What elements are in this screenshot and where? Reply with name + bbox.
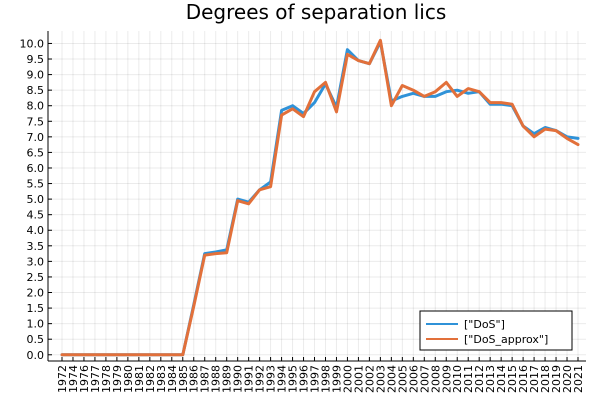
y-tick-label: 9.0 [27, 69, 45, 82]
x-tick-label: 2000 [341, 365, 354, 393]
y-tick-label: 4.0 [27, 224, 45, 237]
x-tick-label: 1997 [309, 365, 322, 393]
x-tick-label: 1977 [89, 365, 102, 393]
y-tick-label: 5.0 [27, 193, 45, 206]
y-tick-label: 3.0 [27, 255, 45, 268]
x-tick-label: 1996 [298, 365, 311, 393]
y-tick-label: 4.5 [27, 209, 45, 222]
x-tick-label: 1991 [243, 365, 256, 393]
x-tick-label: 2010 [451, 365, 464, 393]
x-tick-label: 1981 [133, 365, 146, 393]
series-line-dos-approx [60, 38, 580, 357]
x-tick-label: 2008 [429, 365, 442, 393]
x-tick-label: 1984 [166, 365, 179, 393]
y-tick-label: 0.5 [27, 333, 45, 346]
x-tick-label: 2002 [363, 365, 376, 393]
x-tick-label: 1999 [330, 365, 343, 393]
series-lines [60, 38, 580, 357]
legend-label: ["DoS_approx"] [464, 333, 548, 346]
x-tick-label: 1998 [319, 365, 332, 393]
x-tick-label: 2014 [495, 365, 508, 393]
y-tick-label: 5.5 [27, 178, 45, 191]
axes [47, 31, 586, 362]
y-tick-label: 6.5 [27, 146, 45, 159]
y-tick-label: 6.0 [27, 162, 45, 175]
y-tick-label: 9.5 [27, 53, 45, 66]
x-tick-label: 1989 [221, 365, 234, 393]
x-tick-label: 1986 [188, 365, 201, 393]
y-tick-label: 2.5 [27, 271, 45, 284]
x-tick-label: 2020 [561, 365, 574, 393]
x-tick-label: 2011 [462, 365, 475, 393]
x-tick-label: 2003 [374, 365, 387, 393]
grid [48, 31, 586, 361]
x-tick-label: 1972 [56, 365, 69, 393]
y-tick-label: 8.0 [27, 100, 45, 113]
x-tick-label: 2013 [484, 365, 497, 393]
x-tick-label: 1995 [287, 365, 300, 393]
y-tick-label: 7.0 [27, 131, 45, 144]
y-tick-label: 3.5 [27, 240, 45, 253]
y-tick-label: 8.5 [27, 84, 45, 97]
y-tick-label: 0.0 [27, 349, 45, 362]
y-tick-label: 1.0 [27, 318, 45, 331]
y-tick-label: 1.5 [27, 302, 45, 315]
x-tick-label: 1979 [111, 365, 124, 393]
chart-title: Degrees of separation lics [186, 0, 447, 24]
legend-box [419, 310, 573, 351]
x-tick-label: 1993 [265, 365, 278, 393]
x-tick-label: 2006 [407, 365, 420, 393]
x-tick-label: 1983 [155, 365, 168, 393]
x-tick-label: 2001 [352, 365, 365, 393]
y-tick-label: 7.5 [27, 115, 45, 128]
x-tick-label: 1974 [67, 365, 80, 393]
x-tick-label: 1987 [199, 365, 212, 393]
legend-label: ["DoS"] [464, 318, 505, 331]
y-tick-label: 2.0 [27, 287, 45, 300]
x-tick-label: 2018 [539, 365, 552, 393]
legend: ["DoS"] ["DoS_approx"] [419, 310, 573, 351]
x-tick-label: 1992 [254, 365, 267, 393]
x-tick-label: 1990 [232, 365, 245, 393]
x-tick-label: 1988 [210, 365, 223, 393]
x-tick-label: 2015 [506, 365, 519, 393]
x-tick-label: 1978 [100, 365, 113, 393]
x-tick-label: 1976 [78, 365, 91, 393]
x-tick-label: 2021 [572, 365, 585, 393]
x-tick-label: 1994 [276, 365, 289, 393]
x-tick-label: 2007 [418, 365, 431, 393]
x-tick-label: 1982 [144, 365, 157, 393]
y-tick-label: 10.0 [20, 37, 45, 50]
x-tick-label: 2004 [385, 365, 398, 393]
x-tick-label: 1980 [122, 365, 135, 393]
x-tick-label: 2009 [440, 365, 453, 393]
x-tick-label: 2012 [473, 365, 486, 393]
x-tick-label: 2005 [396, 365, 409, 393]
y-axis-ticks: 0.0 0.5 1.0 1.5 2.0 2.5 3.0 3.5 4.0 4.5 5.0 5.5 6.0 6… [20, 37, 52, 362]
x-tick-label: 2017 [528, 365, 541, 393]
x-tick-label: 1985 [177, 365, 190, 393]
x-tick-label: 2019 [550, 365, 563, 393]
x-tick-label: 2016 [517, 365, 530, 393]
x-axis-ticks: 1972197419761977197819791980198119821983… [56, 357, 585, 393]
